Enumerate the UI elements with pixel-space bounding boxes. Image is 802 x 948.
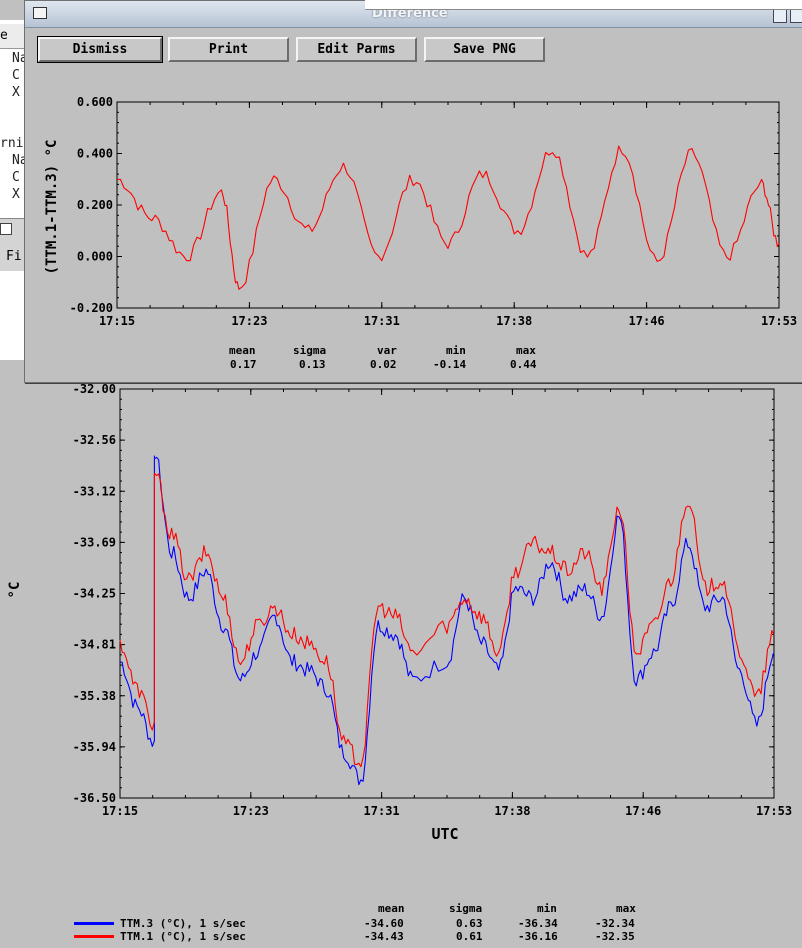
save-png-button[interactable]: Save PNG	[424, 37, 545, 62]
legend-max-header: max	[616, 902, 636, 915]
series-line-1	[119, 472, 775, 768]
legend-max-ttm1: -32.35	[595, 930, 635, 943]
x-tick-label: 17:23	[233, 804, 269, 818]
y-tick-label: 0.600	[77, 95, 113, 109]
window-menu-icon[interactable]	[33, 7, 47, 19]
background-text-fragment: Na C X	[12, 51, 28, 100]
x-tick-label: 17:46	[629, 314, 665, 328]
plot-frame	[116, 101, 780, 309]
series-line-0	[119, 455, 775, 786]
background-menu-fragment[interactable]: e	[0, 28, 8, 43]
y-tick-label: -34.81	[73, 638, 116, 652]
background-menubar: e	[0, 24, 24, 49]
background-text-fragment-2: rni Na C X	[0, 136, 28, 202]
legend-min-header: min	[537, 902, 557, 915]
y-tick-label: -33.69	[73, 535, 116, 549]
legend-label-ttm1: TTM.1 (°C), 1 s/sec	[120, 930, 246, 943]
x-tick-label: 17:53	[761, 314, 797, 328]
stat-sigma-value: 0.13	[299, 358, 326, 371]
y-tick-label: -35.94	[73, 740, 116, 754]
stat-mean-header: mean	[229, 344, 256, 357]
series-line-0	[117, 145, 780, 290]
y-tick-label: -33.12	[73, 484, 116, 498]
background-window-icon	[0, 223, 12, 235]
print-button[interactable]: Print	[168, 37, 289, 62]
stat-min-value: -0.14	[433, 358, 467, 371]
legend-max-ttm3: -32.34	[595, 917, 635, 930]
stat-max-value: 0.44	[510, 358, 537, 371]
x-tick-label: 17:31	[364, 314, 400, 328]
x-tick-label: 17:15	[99, 314, 135, 328]
y-tick-label: -36.50	[73, 791, 116, 805]
plot-frame	[119, 388, 775, 799]
y-tick-label: -32.56	[73, 433, 116, 447]
legend-stats-table: mean sigma min max TTM.3 (°C), 1 s/sec -…	[0, 902, 802, 948]
dismiss-button[interactable]: Dismiss	[37, 36, 163, 63]
legend-min-ttm3: -36.34	[518, 917, 558, 930]
difference-stats: mean sigma var min max 0.17 0.13 0.02 -0…	[215, 344, 575, 374]
y-tick-label: 0.000	[77, 250, 113, 264]
background-file-menu[interactable]: Fi	[6, 249, 22, 264]
x-tick-label: 17:53	[756, 804, 792, 818]
x-tick-label: 17:15	[102, 804, 138, 818]
legend-label-ttm3: TTM.3 (°C), 1 s/sec	[120, 917, 246, 930]
legend-min-ttm1: -36.16	[518, 930, 558, 943]
edit-parms-button[interactable]: Edit Parms	[296, 37, 417, 62]
stat-var-header: var	[377, 344, 397, 357]
background-window	[0, 20, 24, 360]
legend-mean-ttm3: -34.60	[364, 917, 404, 930]
y-tick-label: 0.400	[77, 147, 113, 161]
main-y-label: °C	[7, 581, 23, 599]
y-tick-label: -0.200	[70, 301, 113, 315]
difference-dialog: Difference Dismiss Print Edit Parms Save…	[24, 0, 802, 383]
stat-mean-value: 0.17	[230, 358, 257, 371]
y-tick-label: -32.00	[73, 382, 116, 396]
legend-mean-ttm1: -34.43	[364, 930, 404, 943]
legend-mean-header: mean	[378, 902, 405, 915]
background-window-strip	[365, 0, 802, 10]
legend-sigma-header: sigma	[449, 902, 483, 915]
background-window-2: Fi	[0, 218, 24, 271]
stat-sigma-header: sigma	[293, 344, 327, 357]
x-tick-label: 17:38	[496, 314, 532, 328]
legend-swatch-ttm1	[74, 935, 114, 938]
stat-max-header: max	[516, 344, 536, 357]
y-tick-label: -35.38	[73, 689, 116, 703]
difference-y-label: (TTM.1-TTM.3) °C	[44, 139, 60, 275]
x-tick-label: 17:38	[494, 804, 530, 818]
legend-sigma-ttm1: 0.61	[456, 930, 483, 943]
temperature-chart: -32.00 -32.56 -33.12 -33.69 -34.25 -34.81 -35.…	[73, 382, 792, 818]
y-tick-label: 0.200	[77, 198, 113, 212]
main-x-label: UTC	[431, 825, 459, 843]
stat-min-header: min	[446, 344, 466, 357]
x-tick-label: 17:31	[364, 804, 400, 818]
x-tick-label: 17:23	[231, 314, 267, 328]
legend-sigma-ttm3: 0.63	[456, 917, 483, 930]
stat-var-value: 0.02	[370, 358, 397, 371]
legend-swatch-ttm3	[74, 922, 114, 925]
x-tick-label: 17:46	[625, 804, 661, 818]
y-tick-label: -34.25	[73, 587, 116, 601]
